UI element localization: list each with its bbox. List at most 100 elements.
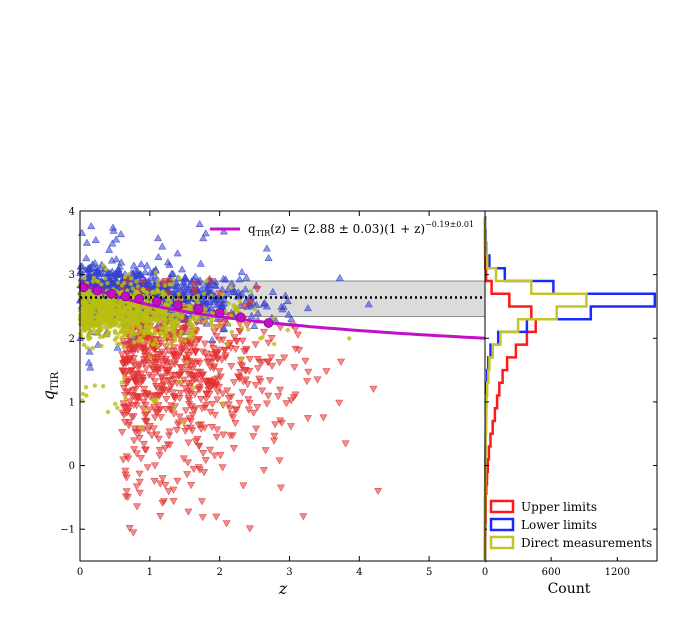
direct-measurement-point <box>128 310 133 315</box>
lower-limit-point <box>179 280 188 288</box>
lower-limit-point <box>141 268 150 276</box>
upper-limit-point <box>173 477 182 485</box>
upper-limit-point <box>210 328 219 336</box>
upper-limit-point <box>218 390 227 398</box>
lower-limit-point <box>87 222 96 230</box>
lower-limit-point <box>115 262 124 270</box>
direct-measurement-point <box>112 301 117 307</box>
direct-measurement-point <box>155 343 160 349</box>
histogram-x-axis-label: Count <box>548 581 591 597</box>
binned-median-point <box>172 300 183 311</box>
lower-limit-point <box>262 244 271 252</box>
upper-limit-point <box>124 376 134 384</box>
ylabel-q: q <box>39 390 58 400</box>
upper-limit-point <box>142 365 151 373</box>
main-x-tick-label: 3 <box>286 567 292 578</box>
direct-measurement-point <box>85 345 90 351</box>
lower-limit-point <box>279 302 288 310</box>
lower-limit-point <box>268 287 277 295</box>
upper-limit-point <box>188 411 197 419</box>
direct-measurement-point <box>156 278 161 283</box>
upper-limit-point <box>169 410 178 418</box>
direct-measurement-point <box>204 278 209 283</box>
upper-limit-point <box>213 426 222 434</box>
upper-limit-point <box>135 489 144 497</box>
upper-limit-point <box>234 373 243 381</box>
direct-measurement-point <box>186 334 192 340</box>
main-y-tick-label: 2 <box>69 334 75 345</box>
upper-limit-point <box>142 418 151 426</box>
lower-limit-point <box>158 242 167 250</box>
binned-median-point <box>235 312 246 323</box>
upper-limit-point <box>337 358 346 366</box>
upper-limit-point <box>246 299 255 307</box>
direct-measurement-point <box>105 313 110 318</box>
upper-limit-point <box>188 374 197 382</box>
histogram-x-tick-label: 600 <box>542 567 561 578</box>
direct-measurement-point <box>102 318 107 323</box>
direct-measurement-point <box>95 330 100 336</box>
lower-limit-point <box>85 347 94 355</box>
lower-limit-point <box>196 276 205 284</box>
direct-measurement-point <box>116 341 122 347</box>
upper-limit-point <box>135 470 144 478</box>
upper-limit-point <box>214 383 223 391</box>
upper-limit-point <box>262 400 272 408</box>
direct-measurement-point <box>96 302 102 308</box>
main-y-tick-label: 0 <box>69 461 75 472</box>
lower-limit-point <box>142 261 151 269</box>
direct-measurement-point <box>83 292 88 297</box>
lower-limit-point <box>237 268 246 276</box>
direct-measurement-point <box>91 275 97 281</box>
lower-limit-point <box>111 270 120 278</box>
upper-limit-point <box>187 403 196 411</box>
direct-measurement-point <box>126 305 132 311</box>
lower-limit-point <box>173 249 182 257</box>
upper-limit-point <box>136 394 145 402</box>
upper-limit-point <box>153 409 162 417</box>
upper-limit-point <box>155 447 164 455</box>
direct-measurement-point <box>178 332 183 338</box>
direct-measurement-point <box>92 383 98 388</box>
direct-measurement-point <box>153 310 159 316</box>
upper-limit-point <box>181 427 190 435</box>
upper-limit-point <box>369 385 378 393</box>
upper-limit-point <box>242 345 251 353</box>
upper-limit-point <box>249 433 258 441</box>
upper-limit-point <box>198 514 207 522</box>
direct-measurement-point <box>118 312 123 317</box>
direct-measurement-point <box>184 360 190 365</box>
upper-limit-point <box>132 397 142 405</box>
lower-limit-point <box>364 300 373 308</box>
legend-swatch <box>489 499 515 514</box>
direct-measurement-point <box>143 313 148 319</box>
main-plot-area <box>76 219 486 537</box>
upper-limit-point <box>319 414 328 422</box>
direct-measurement-point <box>89 308 94 313</box>
upper-limit-point <box>179 455 188 463</box>
legend-swatch <box>489 517 515 532</box>
binned-medians <box>78 282 274 328</box>
upper-limit-point <box>136 455 146 463</box>
fit-legend-formula: qTIR(z) = (2.88 ± 0.03)(1 + z)−0.19±0.01 <box>248 220 474 238</box>
main-x-tick-label: 5 <box>426 567 432 578</box>
upper-limit-point <box>150 477 159 486</box>
direct-measurement-point <box>105 280 110 286</box>
upper-limit-point <box>253 285 262 294</box>
direct-measurement-point <box>135 284 141 289</box>
upper-limit-point <box>139 377 148 385</box>
lower-limit-point <box>198 296 208 304</box>
binned-median-point <box>193 304 204 314</box>
direct-measurement-point <box>163 316 168 321</box>
lower-limit-point <box>199 234 208 242</box>
direct-measurement-point <box>130 286 136 291</box>
upper-limit-point <box>174 421 183 429</box>
upper-limit-point <box>241 367 250 375</box>
upper-limit-point <box>212 513 221 521</box>
lower-limit-point <box>211 281 220 289</box>
upper-limit-point <box>235 328 244 336</box>
direct-measurement-point <box>136 312 142 318</box>
upper-limit-point <box>176 364 185 372</box>
upper-limit-point <box>148 374 157 382</box>
upper-limit-point <box>167 402 176 410</box>
